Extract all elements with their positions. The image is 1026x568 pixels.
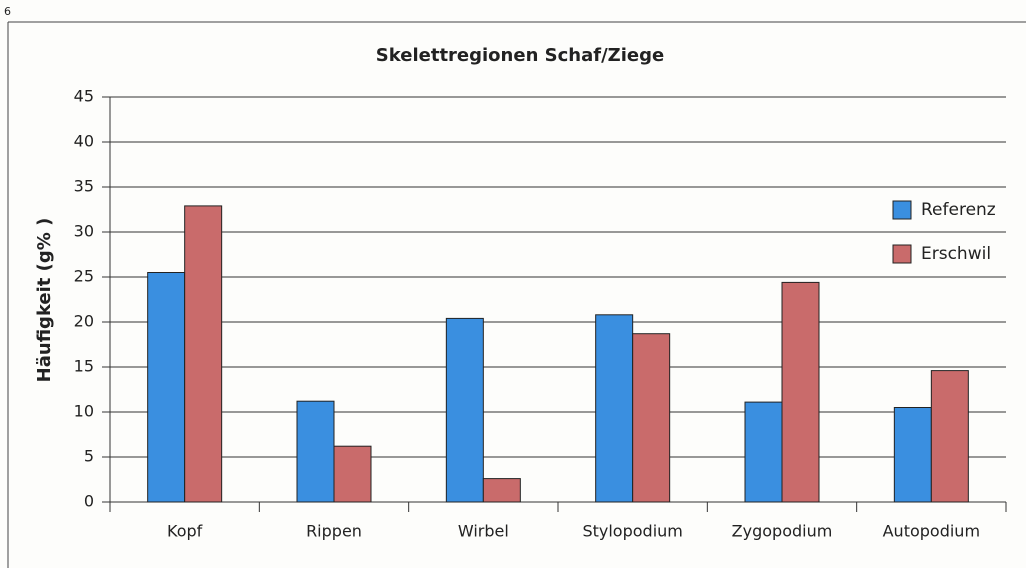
legend-label: Referenz: [921, 200, 996, 220]
bar: [445, 317, 484, 503]
bar: [296, 400, 335, 503]
y-tick-label: 30: [74, 222, 94, 241]
y-tick-label: 35: [74, 177, 94, 196]
x-tick-label: Wirbel: [458, 522, 509, 541]
legend-label: Erschwil: [921, 244, 991, 264]
y-tick-label: 0: [84, 492, 94, 511]
y-tick-label: 25: [74, 267, 94, 286]
bar: [893, 407, 932, 503]
bar: [595, 314, 634, 503]
y-tick-label: 40: [74, 132, 94, 151]
y-tick-label: 45: [74, 87, 94, 106]
x-tick-label: Rippen: [306, 522, 362, 541]
bar: [482, 478, 521, 503]
y-tick-label: 5: [84, 447, 94, 466]
bar: [632, 333, 671, 503]
bar: [930, 370, 969, 503]
x-tick-label: Zygopodium: [732, 522, 833, 541]
bar: [744, 401, 783, 503]
y-tick-label: 20: [74, 312, 94, 331]
x-tick-label: Stylopodium: [582, 522, 682, 541]
y-tick-label: 15: [74, 357, 94, 376]
x-tick-label: Kopf: [167, 522, 203, 541]
legend-swatch: [892, 200, 912, 220]
x-tick-label: Autopodium: [883, 522, 980, 541]
bar: [333, 445, 372, 503]
bar: [781, 281, 820, 503]
bar: [147, 272, 186, 503]
y-axis-label: Häufigkeit (g% ): [34, 218, 55, 383]
bar: [184, 205, 223, 503]
y-tick-label: 10: [74, 402, 94, 421]
legend-swatch: [892, 244, 912, 264]
chart-title: Skelettregionen Schaf/Ziege: [376, 45, 664, 66]
page-number: 6: [4, 5, 11, 18]
